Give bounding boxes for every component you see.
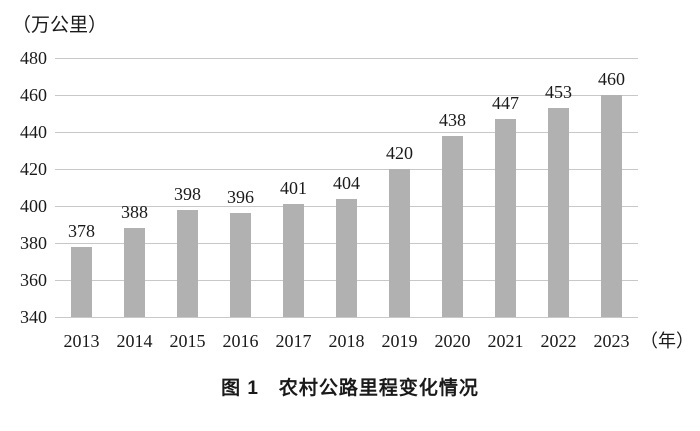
y-gridline xyxy=(55,168,638,170)
y-gridline xyxy=(55,94,638,96)
y-axis-tick-label: 400 xyxy=(20,196,47,216)
bar-value-label: 447 xyxy=(492,93,519,114)
x-axis-tick-label: 2019 xyxy=(381,331,418,351)
x-axis-tick-label: 2015 xyxy=(169,331,206,351)
bar-value-label: 404 xyxy=(333,172,360,193)
bar xyxy=(601,95,622,317)
x-axis-tick-label: 2017 xyxy=(275,331,312,351)
bar xyxy=(389,169,410,317)
bar-value-label: 460 xyxy=(598,69,625,89)
x-axis-tick-label: 2016 xyxy=(222,331,259,351)
bar-value-label: 396 xyxy=(227,187,254,208)
x-axis-tick-label: 2023 xyxy=(593,331,630,351)
bar xyxy=(495,119,516,317)
bar-value-label: 438 xyxy=(439,109,466,130)
y-axis-tick-label: 440 xyxy=(20,122,47,142)
y-axis-tick-label: 340 xyxy=(20,307,47,327)
y-axis-tick-label: 460 xyxy=(20,85,47,105)
bar-value-label: 388 xyxy=(121,202,148,223)
x-axis-unit-label: （年） xyxy=(640,331,694,351)
y-axis-tick-label: 420 xyxy=(20,159,47,179)
bar-value-label: 378 xyxy=(68,220,95,241)
y-axis-tick-label: 380 xyxy=(20,233,47,253)
x-axis-tick-label: 2022 xyxy=(540,331,577,351)
y-gridline xyxy=(55,57,638,59)
x-axis-tick-label: 2021 xyxy=(487,331,524,351)
y-gridline xyxy=(55,316,638,318)
bar xyxy=(283,204,304,317)
bar xyxy=(71,246,92,317)
bar xyxy=(230,213,251,317)
bar-value-label: 420 xyxy=(386,143,413,163)
x-axis-tick-label: 2018 xyxy=(328,331,365,351)
bar xyxy=(442,135,463,317)
x-axis-tick-label: 2020 xyxy=(434,331,471,351)
figure-caption: 图 1 农村公路里程变化情况 xyxy=(221,378,479,399)
bar xyxy=(177,209,198,317)
x-axis-tick-label: 2013 xyxy=(63,331,100,351)
bar xyxy=(548,107,569,317)
x-axis-tick-label: 2014 xyxy=(116,331,153,351)
bar-value-label: 401 xyxy=(280,178,307,199)
bar xyxy=(124,228,145,317)
bar xyxy=(336,198,357,317)
y-axis-tick-label: 480 xyxy=(20,48,47,68)
y-axis-tick-label: 360 xyxy=(20,270,47,290)
bar-value-label: 398 xyxy=(174,183,201,204)
bar-value-label: 453 xyxy=(545,81,572,102)
y-axis-unit-label: （万公里） xyxy=(12,15,108,36)
y-gridline xyxy=(55,131,638,133)
